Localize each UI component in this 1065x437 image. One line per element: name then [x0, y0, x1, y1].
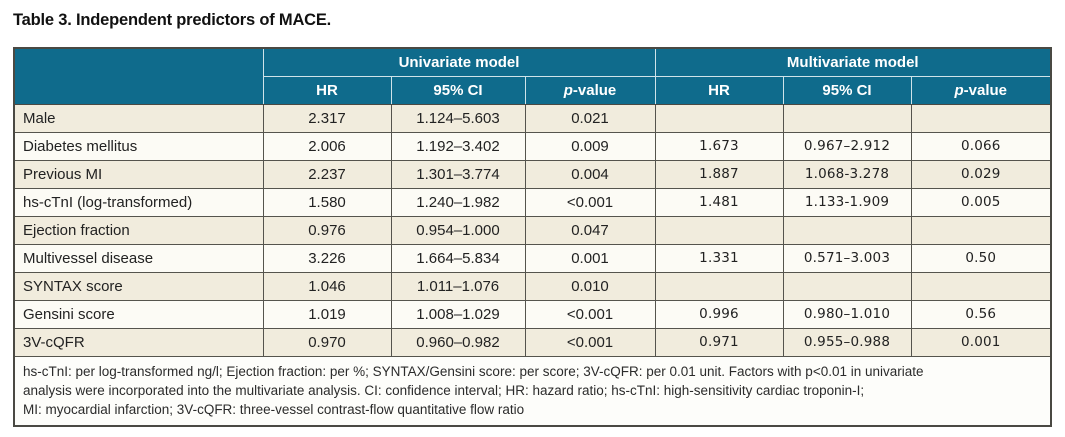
uni-ci-header: 95% CI [390, 75, 526, 105]
table-row-hs-ctni: hs-cTnI (log-transformed) 1.580 1.240–1.… [13, 187, 1052, 217]
table-row-diabetes: Diabetes mellitus 2.006 1.192–3.402 0.00… [13, 131, 1052, 161]
uni-hr-cell: 1.019 [262, 299, 392, 329]
uni-hr-cell: 0.970 [262, 327, 392, 357]
multi-p-cell: 0.066 [910, 131, 1052, 161]
multi-p-cell: 0.001 [910, 327, 1052, 357]
uni-hr-cell: 3.226 [262, 243, 392, 273]
row-label: Multivessel disease [13, 243, 264, 273]
multi-hr-cell: 1.887 [654, 159, 784, 189]
multi-hr-cell [654, 103, 784, 133]
multi-hr-cell: 1.481 [654, 187, 784, 217]
table-row-gensini-score: Gensini score 1.019 1.008–1.029 <0.001 0… [13, 299, 1052, 329]
multi-hr-cell [654, 215, 784, 245]
uni-ci-cell: 1.124–5.603 [390, 103, 526, 133]
multi-hr-cell [654, 271, 784, 301]
multivariate-model-header: Multivariate model [654, 47, 1052, 77]
table-row-syntax-score: SYNTAX score 1.046 1.011–1.076 0.010 [13, 271, 1052, 301]
multi-ci-cell: 1.068-3.278 [782, 159, 912, 189]
footnote-line: MI: myocardial infarction; 3V-cQFR: thre… [23, 401, 525, 417]
table-row-3v-cqfr: 3V-cQFR 0.970 0.960–0.982 <0.001 0.971 0… [13, 327, 1052, 357]
multi-ci-cell [782, 215, 912, 245]
uni-p-cell: 0.047 [524, 215, 656, 245]
multi-ci-header: 95% CI [782, 75, 912, 105]
multi-p-cell: 0.029 [910, 159, 1052, 189]
uni-p-cell: 0.004 [524, 159, 656, 189]
p-italic: p [954, 81, 964, 99]
uni-p-cell: 0.021 [524, 103, 656, 133]
footnote-line: hs-cTnI: per log-transformed ng/l; Eject… [23, 363, 924, 379]
row-label: SYNTAX score [13, 271, 264, 301]
multi-ci-cell: 1.133-1.909 [782, 187, 912, 217]
uni-p-cell: 0.009 [524, 131, 656, 161]
multi-ci-cell: 0.980–1.010 [782, 299, 912, 329]
multi-ci-cell: 0.967–2.912 [782, 131, 912, 161]
uni-pvalue-header: p-value [524, 75, 656, 105]
multi-hr-cell: 1.673 [654, 131, 784, 161]
multi-p-cell: 0.005 [910, 187, 1052, 217]
uni-p-cell: <0.001 [524, 187, 656, 217]
multi-ci-cell: 0.571–3.003 [782, 243, 912, 273]
group-header-row: Univariate model Multivariate model [13, 47, 1052, 105]
p-italic: p [563, 81, 573, 99]
footnote-row: hs-cTnI: per log-transformed ng/l; Eject… [13, 355, 1052, 426]
multi-pvalue-header: p-value [910, 75, 1052, 105]
p-rest: -value [572, 81, 617, 99]
multi-hr-header: HR [654, 75, 784, 105]
uni-ci-cell: 0.954–1.000 [390, 215, 526, 245]
row-label: Gensini score [13, 299, 264, 329]
multi-p-cell [910, 271, 1052, 301]
uni-ci-cell: 1.664–5.834 [390, 243, 526, 273]
uni-p-cell: <0.001 [524, 299, 656, 329]
uni-ci-cell: 1.192–3.402 [390, 131, 526, 161]
row-label: hs-cTnI (log-transformed) [13, 187, 264, 217]
uni-hr-cell: 0.976 [262, 215, 392, 245]
uni-ci-cell: 1.008–1.029 [390, 299, 526, 329]
multi-hr-cell: 1.331 [654, 243, 784, 273]
uni-ci-cell: 1.011–1.076 [390, 271, 526, 301]
row-label: Male [13, 103, 264, 133]
table-row-male: Male 2.317 1.124–5.603 0.021 [13, 103, 1052, 133]
table-row-multivessel: Multivessel disease 3.226 1.664–5.834 0.… [13, 243, 1052, 273]
uni-hr-header: HR [262, 75, 392, 105]
multi-p-cell: 0.56 [910, 299, 1052, 329]
uni-ci-cell: 1.301–3.774 [390, 159, 526, 189]
multi-ci-cell [782, 103, 912, 133]
row-label: Previous MI [13, 159, 264, 189]
table-row-ejection-fraction: Ejection fraction 0.976 0.954–1.000 0.04… [13, 215, 1052, 245]
univariate-model-header: Univariate model [262, 47, 656, 77]
uni-hr-cell: 2.006 [262, 131, 392, 161]
footnote-line: analysis were incorporated into the mult… [23, 382, 865, 398]
uni-ci-cell: 0.960–0.982 [390, 327, 526, 357]
sub-header-row: HR 95% CI p-value HR 95% CI p-value [14, 75, 1052, 105]
table-title: Table 3. Independent predictors of MACE. [13, 11, 332, 29]
multi-p-cell [910, 215, 1052, 245]
mace-predictors-table: Univariate model Multivariate model HR 9… [13, 47, 1053, 427]
uni-p-cell: 0.010 [524, 271, 656, 301]
table-row-previous-mi: Previous MI 2.237 1.301–3.774 0.004 1.88… [13, 159, 1052, 189]
uni-hr-cell: 1.580 [262, 187, 392, 217]
multi-hr-cell: 0.996 [654, 299, 784, 329]
p-rest: -value [963, 81, 1008, 99]
uni-p-cell: <0.001 [524, 327, 656, 357]
uni-hr-cell: 1.046 [262, 271, 392, 301]
corner-header-cell [13, 47, 264, 105]
footnote-cell: hs-cTnI: per log-transformed ng/l; Eject… [13, 355, 1052, 426]
multi-p-cell [910, 103, 1052, 133]
row-label: Diabetes mellitus [13, 131, 264, 161]
row-label: Ejection fraction [13, 215, 264, 245]
multi-p-cell: 0.50 [910, 243, 1052, 273]
uni-p-cell: 0.001 [524, 243, 656, 273]
uni-hr-cell: 2.317 [262, 103, 392, 133]
multi-ci-cell: 0.955–0.988 [782, 327, 912, 357]
multi-hr-cell: 0.971 [654, 327, 784, 357]
multi-ci-cell [782, 271, 912, 301]
row-label: 3V-cQFR [13, 327, 264, 357]
uni-hr-cell: 2.237 [262, 159, 392, 189]
uni-ci-cell: 1.240–1.982 [390, 187, 526, 217]
